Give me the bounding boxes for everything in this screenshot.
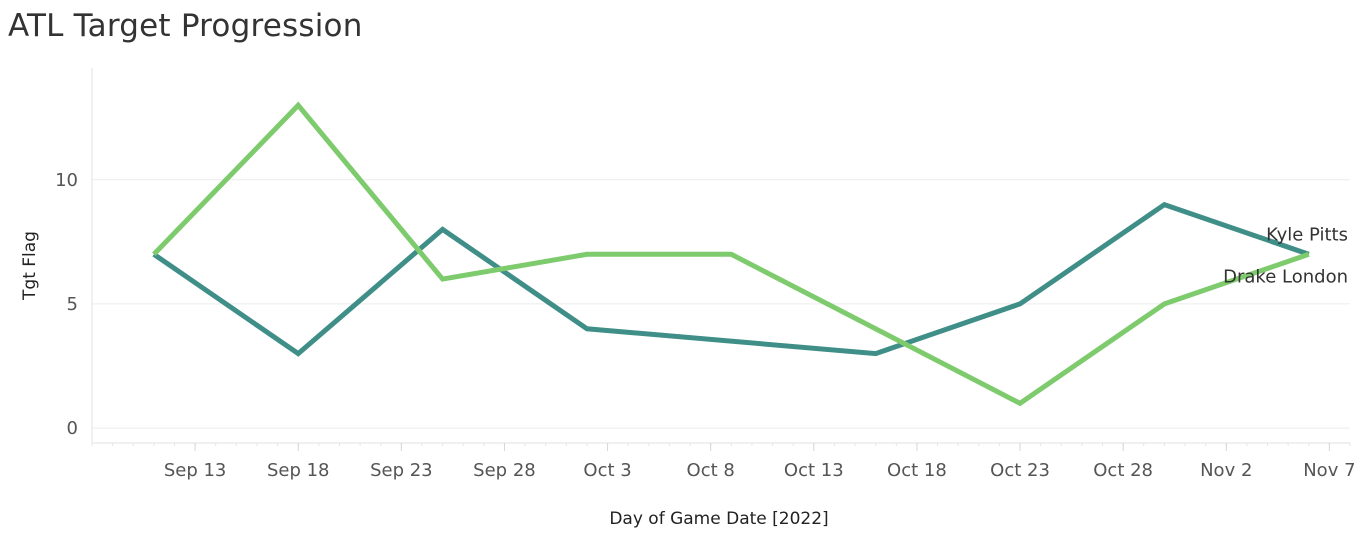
x-tick-label: Oct 28 <box>1093 460 1153 481</box>
x-tick-label: Sep 28 <box>473 460 536 481</box>
series-line-0 <box>152 201 1310 357</box>
y-axis-label: Tgt Flag <box>20 231 40 301</box>
x-tick-label: Oct 13 <box>784 460 844 481</box>
series-line-1 <box>152 101 1310 407</box>
series-end-label: Kyle Pitts <box>1266 224 1348 245</box>
x-tick-label: Nov 7 <box>1303 460 1355 481</box>
x-tick-label: Oct 18 <box>887 460 947 481</box>
series-end-label: Drake London <box>1223 266 1348 287</box>
x-tick-label: Nov 2 <box>1200 460 1252 481</box>
series-lines <box>152 101 1310 407</box>
x-tick-label: Oct 8 <box>687 460 735 481</box>
y-tick-label: 10 <box>55 170 78 191</box>
grid-lines <box>92 179 1350 429</box>
axes: 0 5 10 Sep 13 Sep 18 Sep 23 Sep 28 Oct 3 Oct 8 Oc… <box>55 68 1356 481</box>
y-tick-label: 0 <box>67 418 78 439</box>
x-tick-label: Sep 13 <box>164 460 227 481</box>
x-tick-label: Sep 18 <box>267 460 330 481</box>
x-tick-label: Oct 23 <box>990 460 1050 481</box>
x-tick-label: Sep 23 <box>370 460 433 481</box>
x-axis-label: Day of Game Date [2022] <box>609 509 828 529</box>
y-tick-label: 5 <box>67 294 78 315</box>
x-tick-label: Oct 3 <box>583 460 631 481</box>
labels: Kyle Pitts Drake London <box>1223 224 1348 287</box>
chart-title: ATL Target Progression <box>8 8 363 44</box>
